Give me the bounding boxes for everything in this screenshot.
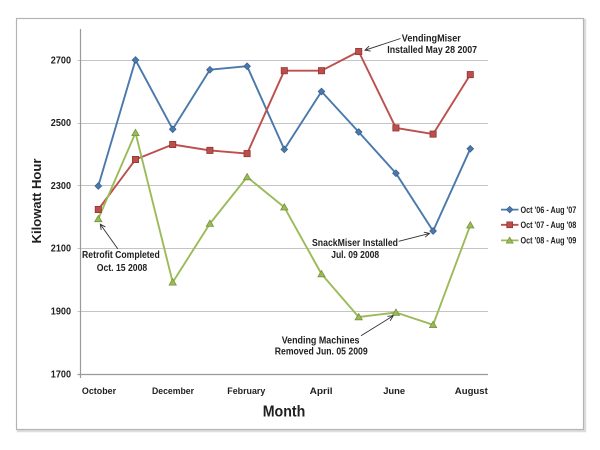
svg-text:Jul. 09 2008: Jul. 09 2008 bbox=[331, 250, 380, 261]
svg-text:SnackMiser Installed: SnackMiser Installed bbox=[312, 238, 398, 249]
svg-text:Oct '08 - Aug '09: Oct '08 - Aug '09 bbox=[521, 236, 577, 246]
svg-text:Oct '07 - Aug '08: Oct '07 - Aug '08 bbox=[521, 220, 577, 230]
svg-text:2300: 2300 bbox=[51, 181, 72, 192]
svg-text:Retrofit Completed: Retrofit Completed bbox=[82, 250, 160, 261]
svg-text:August: August bbox=[455, 386, 489, 397]
svg-text:VendingMiser: VendingMiser bbox=[402, 34, 461, 45]
svg-text:2500: 2500 bbox=[51, 118, 72, 129]
svg-text:2700: 2700 bbox=[51, 55, 72, 66]
svg-text:2100: 2100 bbox=[51, 244, 72, 255]
svg-text:June: June bbox=[383, 386, 405, 397]
svg-text:Removed Jun. 05 2009: Removed Jun. 05 2009 bbox=[275, 347, 368, 358]
svg-text:Installed May 28 2007: Installed May 28 2007 bbox=[387, 45, 477, 56]
svg-text:December: December bbox=[152, 386, 194, 397]
svg-text:Oct. 15 2008: Oct. 15 2008 bbox=[97, 263, 148, 274]
svg-text:Kilowatt Hour: Kilowatt Hour bbox=[30, 158, 44, 243]
svg-text:1700: 1700 bbox=[51, 370, 72, 381]
svg-text:Month: Month bbox=[263, 404, 306, 421]
svg-text:1900: 1900 bbox=[51, 306, 72, 317]
svg-text:Oct '06 - Aug '07: Oct '06 - Aug '07 bbox=[521, 205, 577, 215]
svg-text:Vending Machines: Vending Machines bbox=[282, 336, 360, 347]
svg-text:October: October bbox=[82, 386, 116, 397]
svg-text:February: February bbox=[227, 386, 266, 397]
svg-text:April: April bbox=[310, 386, 333, 397]
